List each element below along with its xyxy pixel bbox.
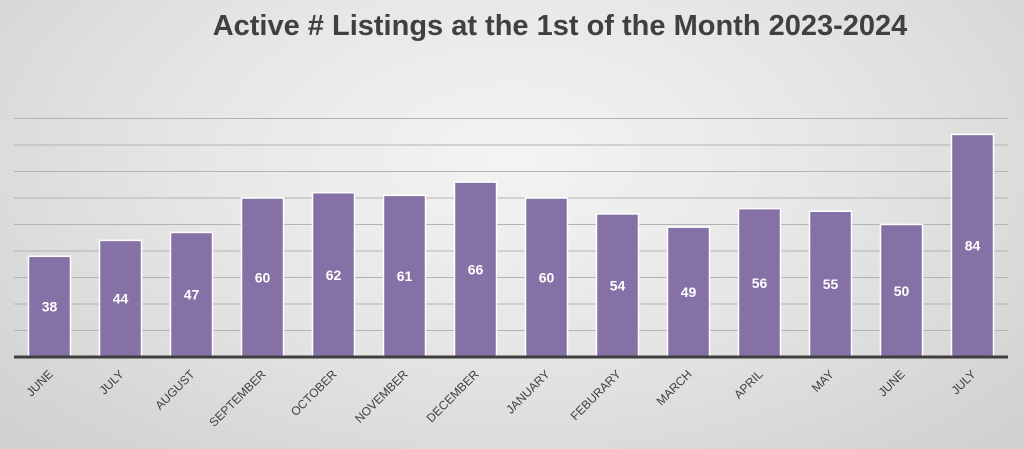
bar-value-label: 55 — [823, 276, 839, 292]
bar-value-label: 49 — [681, 284, 697, 300]
bar-value-label: 62 — [326, 267, 342, 283]
x-tick-label: JUNE — [24, 367, 56, 399]
x-tick-label: FEBURARY — [568, 367, 624, 423]
chart-title: Active # Listings at the 1st of the Mont… — [212, 10, 908, 42]
bar-value-label: 50 — [894, 283, 910, 299]
x-tick-label: MARCH — [654, 367, 695, 408]
x-tick-label: APRIL — [731, 367, 766, 402]
bar-value-label: 60 — [539, 270, 555, 286]
bar-value-label: 56 — [752, 275, 768, 291]
bar-value-label: 84 — [965, 238, 981, 254]
bar-value-label: 60 — [255, 270, 271, 286]
x-tick-label: AUGUST — [152, 367, 198, 413]
bar-march-9 — [666, 226, 711, 358]
x-tick-label: SEPTEMBER — [206, 367, 268, 429]
x-tick-label: JULY — [949, 367, 979, 397]
bar-may-11 — [808, 210, 853, 358]
bar-july-1 — [98, 239, 143, 358]
bar-december-6 — [453, 181, 498, 358]
bar-value-label: 47 — [184, 287, 200, 303]
bar-value-label: 54 — [610, 277, 626, 293]
x-tick-label: MAY — [809, 367, 837, 395]
x-tick-label: NOVEMBER — [352, 367, 411, 426]
x-tick-label: OCTOBER — [288, 367, 340, 419]
x-tick-label: JUNE — [876, 367, 908, 399]
bar-feburary-8 — [595, 213, 640, 358]
bar-june-0 — [27, 255, 72, 358]
bar-value-label: 38 — [42, 299, 58, 315]
x-tick-label: DECEMBER — [424, 367, 482, 425]
bar-january-7 — [524, 197, 569, 358]
bar-value-label: 66 — [468, 262, 484, 278]
bar-value-label: 61 — [397, 268, 413, 284]
bar-value-label: 44 — [113, 291, 129, 307]
x-tick-label: JULY — [97, 367, 127, 397]
bar-april-10 — [737, 207, 782, 358]
bar-september-3 — [240, 197, 285, 358]
x-tick-label: JANUARY — [503, 367, 552, 416]
